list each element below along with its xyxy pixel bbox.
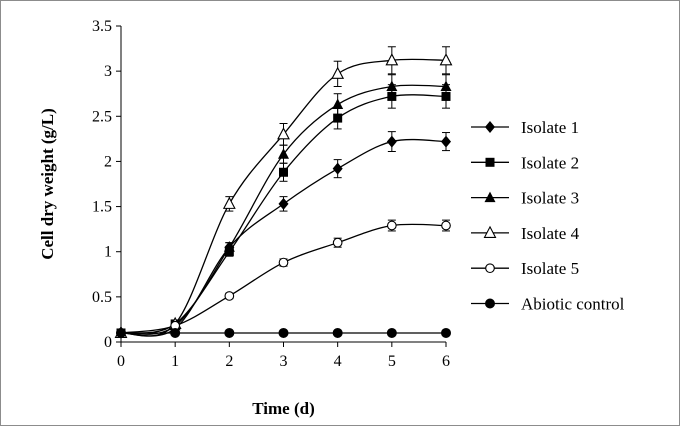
y-axis-title: Cell dry weight (g/L) [38, 108, 57, 260]
y-tick-label: 0 [104, 334, 112, 351]
x-tick-label: 6 [442, 353, 450, 370]
legend-item-6: Abiotic control [471, 295, 625, 314]
series-6-point [386, 327, 397, 338]
series-4-point [385, 53, 399, 66]
tick-labels: 0 0.5 1 1.5 2 2.5 3 3.5 0 1 2 3 4 5 6 [92, 18, 450, 370]
axes [116, 25, 447, 347]
y-tick-label: 2.5 [92, 108, 112, 125]
legend-marker [485, 298, 495, 309]
legend-label: Isolate 3 [521, 189, 579, 208]
y-tick-label: 3 [104, 63, 112, 80]
y-tick-label: 3.5 [92, 18, 112, 35]
legend-marker [485, 121, 495, 133]
x-tick-label: 4 [334, 353, 342, 370]
data-points [114, 53, 453, 339]
series-1-point [386, 135, 397, 148]
legend-label: Isolate 5 [521, 259, 579, 278]
legend-item-4: Isolate 4 [471, 224, 580, 243]
legend-label: Isolate 1 [521, 118, 579, 137]
series-6-point [278, 327, 289, 338]
series-1-point [441, 135, 451, 148]
series-3-point [386, 80, 398, 91]
series-3-point [332, 98, 344, 110]
y-tick-label: 2 [104, 153, 112, 170]
series-1-point [278, 197, 289, 210]
series-5-point [441, 220, 451, 231]
series-5-point [332, 237, 343, 248]
legend-marker [485, 263, 495, 274]
x-tick-label: 0 [117, 353, 125, 370]
series-2-point [333, 113, 343, 123]
series-6-point [441, 327, 451, 338]
y-tick-label: 1 [104, 244, 112, 261]
series-2-point [279, 167, 288, 177]
legend-label: Isolate 4 [521, 224, 580, 243]
series-2-point [224, 247, 234, 257]
legend-item-2: Isolate 2 [471, 153, 579, 172]
legend-label: Abiotic control [521, 295, 625, 314]
legend-marker [485, 157, 495, 167]
series-5-point [386, 220, 397, 231]
x-tick-label: 5 [388, 353, 396, 370]
series-5-point [224, 291, 235, 301]
x-tick-label: 3 [280, 353, 288, 370]
x-tick-label: 1 [171, 353, 179, 370]
legend-item-5: Isolate 5 [471, 259, 579, 278]
x-tick-label: 2 [225, 353, 233, 370]
series-3-point [440, 80, 452, 91]
series-6-point [224, 327, 235, 338]
y-tick-label: 0.5 [92, 289, 112, 306]
series-3-point [223, 241, 235, 252]
legend-label: Isolate 2 [521, 153, 579, 172]
legend-marker [483, 225, 497, 238]
error-bars [171, 46, 450, 332]
x-axis-title: Time (d) [252, 399, 315, 418]
series-4-point [277, 127, 290, 140]
series-4-point [331, 66, 345, 79]
series-3-point [278, 148, 289, 159]
y-tick-label: 1.5 [92, 199, 112, 216]
series-6-point [116, 327, 126, 338]
series-4-point [222, 196, 236, 209]
series-5-point [278, 257, 289, 268]
legend-item-3: Isolate 3 [471, 189, 579, 208]
series-1-point [332, 162, 343, 175]
series-5-line [120, 223, 447, 334]
series-6-point [170, 327, 181, 338]
legend-item-1: Isolate 1 [471, 118, 579, 137]
series-6-point [332, 327, 343, 338]
series-2-point [387, 91, 397, 101]
legend: Isolate 1 Isolate 2 Isolate 3 Isolate 4 Isol… [471, 118, 625, 314]
series-2-point [441, 91, 451, 101]
series-4-point [439, 53, 453, 66]
legend-marker [484, 191, 496, 203]
